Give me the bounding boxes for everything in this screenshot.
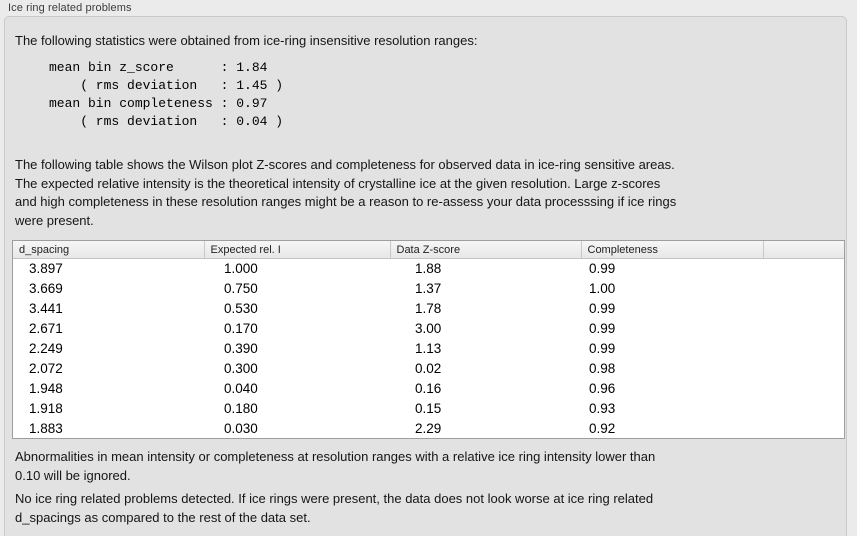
cell-completeness[interactable]: 0.96: [589, 380, 616, 396]
cell-completeness[interactable]: 0.99: [589, 340, 616, 356]
cell-expected-rel-i[interactable]: 0.750: [224, 280, 258, 296]
conclusion-note: No ice ring related problems detected. I…: [15, 491, 654, 525]
description-text: The following table shows the Wilson plo…: [15, 157, 677, 228]
cell-expected-rel-i[interactable]: 0.390: [224, 340, 258, 356]
cell-data-z-score[interactable]: 0.16: [415, 380, 442, 396]
cell-data-z-score[interactable]: 1.37: [415, 280, 442, 296]
cell-expected-rel-i[interactable]: 1.000: [224, 260, 258, 276]
cell-empty[interactable]: [763, 318, 844, 338]
cell-data-z-score[interactable]: 0.15: [415, 400, 442, 416]
cell-d-spacing[interactable]: 2.072: [29, 360, 63, 376]
col-header-expected-rel-i[interactable]: Expected rel. I: [204, 241, 391, 259]
cell-empty[interactable]: [763, 358, 844, 378]
table-row[interactable]: 3.441 0.530 1.78 0.99: [13, 298, 844, 318]
ice-ring-group-box: The following statistics were obtained f…: [4, 16, 847, 536]
table-body: 3.897 1.000 1.88 0.99 3.669 0.750 1.37 1…: [13, 258, 844, 438]
cell-empty[interactable]: [763, 338, 844, 358]
cell-data-z-score[interactable]: 2.29: [415, 420, 442, 436]
col-header-empty[interactable]: [763, 241, 844, 259]
table-row[interactable]: 3.897 1.000 1.88 0.99: [13, 258, 844, 278]
cell-expected-rel-i[interactable]: 0.170: [224, 320, 258, 336]
stats-block: mean bin z_score : 1.84 ( rms deviation …: [49, 60, 284, 129]
cell-d-spacing[interactable]: 2.249: [29, 340, 63, 356]
cell-expected-rel-i[interactable]: 0.300: [224, 360, 258, 376]
table-row[interactable]: 1.918 0.180 0.15 0.93: [13, 398, 844, 418]
table-row[interactable]: 3.669 0.750 1.37 1.00: [13, 278, 844, 298]
cell-d-spacing[interactable]: 3.897: [29, 260, 63, 276]
table-row[interactable]: 2.072 0.300 0.02 0.98: [13, 358, 844, 378]
cell-expected-rel-i[interactable]: 0.040: [224, 380, 258, 396]
cell-completeness[interactable]: 0.93: [589, 400, 616, 416]
cell-completeness[interactable]: 0.99: [589, 320, 616, 336]
table-row[interactable]: 1.883 0.030 2.29 0.92: [13, 418, 844, 438]
ice-ring-table: d_spacing Expected rel. I Data Z-score C…: [12, 240, 845, 439]
col-header-d-spacing[interactable]: d_spacing: [13, 241, 205, 259]
cell-data-z-score[interactable]: 1.88: [415, 260, 442, 276]
cell-data-z-score[interactable]: 0.02: [415, 360, 442, 376]
cell-data-z-score[interactable]: 3.00: [415, 320, 442, 336]
col-header-data-z-score[interactable]: Data Z-score: [390, 241, 582, 259]
cell-empty[interactable]: [763, 298, 844, 318]
cell-data-z-score[interactable]: 1.13: [415, 340, 442, 356]
cell-empty[interactable]: [763, 418, 844, 438]
cell-empty[interactable]: [763, 398, 844, 418]
table-row[interactable]: 2.671 0.170 3.00 0.99: [13, 318, 844, 338]
ice-ring-data-table: d_spacing Expected rel. I Data Z-score C…: [13, 241, 844, 438]
cell-empty[interactable]: [763, 258, 844, 278]
cell-empty[interactable]: [763, 278, 844, 298]
cell-expected-rel-i[interactable]: 0.030: [224, 420, 258, 436]
cell-data-z-score[interactable]: 1.78: [415, 300, 442, 316]
cell-completeness[interactable]: 1.00: [589, 280, 616, 296]
cell-d-spacing[interactable]: 2.671: [29, 320, 63, 336]
cell-expected-rel-i[interactable]: 0.180: [224, 400, 258, 416]
ignore-note: Abnormalities in mean intensity or compl…: [15, 449, 656, 483]
table-header-row: d_spacing Expected rel. I Data Z-score C…: [13, 241, 844, 259]
cell-d-spacing[interactable]: 1.948: [29, 380, 63, 396]
table-row[interactable]: 1.948 0.040 0.16 0.96: [13, 378, 844, 398]
cell-empty[interactable]: [763, 378, 844, 398]
cell-d-spacing[interactable]: 1.918: [29, 400, 63, 416]
group-box-title: Ice ring related problems: [8, 2, 132, 14]
cell-completeness[interactable]: 0.99: [589, 260, 616, 276]
table-row[interactable]: 2.249 0.390 1.13 0.99: [13, 338, 844, 358]
intro-text: The following statistics were obtained f…: [15, 33, 478, 48]
cell-completeness[interactable]: 0.98: [589, 360, 616, 376]
cell-d-spacing[interactable]: 1.883: [29, 420, 63, 436]
cell-d-spacing[interactable]: 3.441: [29, 300, 63, 316]
col-header-completeness[interactable]: Completeness: [581, 241, 764, 259]
cell-expected-rel-i[interactable]: 0.530: [224, 300, 258, 316]
cell-completeness[interactable]: 0.99: [589, 300, 616, 316]
cell-completeness[interactable]: 0.92: [589, 420, 616, 436]
cell-d-spacing[interactable]: 3.669: [29, 280, 63, 296]
